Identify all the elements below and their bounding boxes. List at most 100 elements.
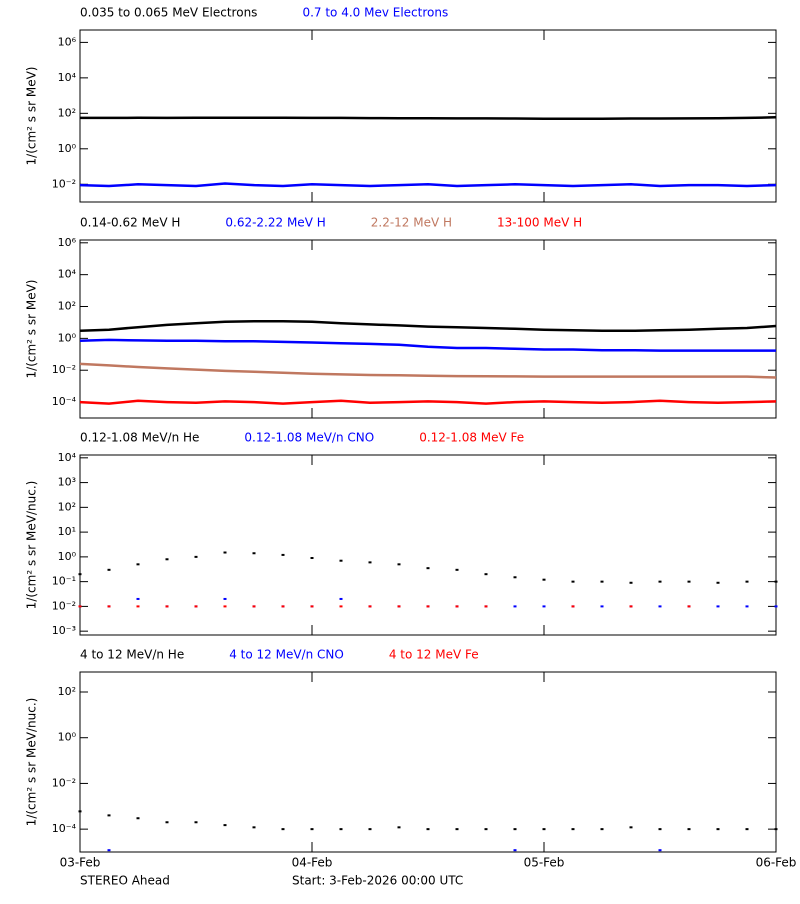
y-tick-label: 10⁰ xyxy=(58,331,77,344)
data-point xyxy=(310,605,314,608)
data-point xyxy=(600,605,604,608)
y-tick-label: 10² xyxy=(58,685,76,698)
data-point xyxy=(339,605,343,608)
data-point xyxy=(310,828,314,831)
y-tick-label: 10⁴ xyxy=(58,451,77,464)
footer-left: STEREO Ahead xyxy=(80,874,170,888)
data-point xyxy=(252,552,256,555)
y-axis-label: 1/(cm² s sr MeV) xyxy=(25,280,39,379)
data-point xyxy=(600,828,604,831)
y-tick-label: 10⁰ xyxy=(58,142,77,155)
y-tick-label: 10⁶ xyxy=(58,236,77,249)
data-point xyxy=(281,828,285,831)
y-tick-label: 10² xyxy=(58,106,76,119)
legend-entry: 4 to 12 MeV/n CNO xyxy=(229,648,344,662)
data-point xyxy=(252,826,256,829)
y-tick-label: 10² xyxy=(58,300,76,313)
data-point xyxy=(629,581,633,584)
data-point xyxy=(658,828,662,831)
data-point xyxy=(165,558,169,561)
data-point xyxy=(281,553,285,556)
data-point xyxy=(774,580,778,583)
data-point xyxy=(426,828,430,831)
data-point xyxy=(716,605,720,608)
legend-entry: 4 to 12 MeV/n He xyxy=(80,648,184,662)
data-point xyxy=(426,605,430,608)
data-point xyxy=(368,828,372,831)
data-point xyxy=(774,828,778,831)
data-point xyxy=(136,597,140,600)
footer-right: Start: 3-Feb-2026 00:00 UTC xyxy=(292,874,463,888)
data-point xyxy=(513,849,517,852)
data-point xyxy=(658,605,662,608)
y-axis-label: 1/(cm² s sr MeV) xyxy=(25,67,39,166)
data-point xyxy=(658,849,662,852)
data-point xyxy=(745,828,749,831)
legend-entry: 4 to 12 MeV Fe xyxy=(389,648,479,662)
data-point xyxy=(107,814,111,817)
legend-entry: 0.12-1.08 MeV Fe xyxy=(419,431,524,445)
data-point xyxy=(78,573,82,576)
x-tick-label: 06-Feb xyxy=(756,856,797,870)
data-point xyxy=(281,605,285,608)
x-tick-label: 04-Feb xyxy=(292,856,333,870)
data-point xyxy=(223,597,227,600)
data-point xyxy=(484,605,488,608)
data-point xyxy=(687,828,691,831)
y-tick-label: 10⁶ xyxy=(58,35,77,48)
data-point xyxy=(397,605,401,608)
data-point xyxy=(687,605,691,608)
data-point xyxy=(136,817,140,820)
plot-frame xyxy=(79,239,777,419)
data-point xyxy=(339,828,343,831)
data-point xyxy=(223,605,227,608)
data-point xyxy=(339,559,343,562)
data-point xyxy=(252,605,256,608)
series-line xyxy=(79,338,776,352)
data-point xyxy=(426,567,430,570)
legend-entry: 0.14-0.62 MeV H xyxy=(80,216,180,230)
legend-entry: 0.12-1.08 MeV/n He xyxy=(80,431,199,445)
data-point xyxy=(194,821,198,824)
y-tick-label: 10⁻⁴ xyxy=(52,395,77,408)
data-point xyxy=(339,597,343,600)
series-line xyxy=(79,362,777,379)
data-point xyxy=(658,580,662,583)
series-line xyxy=(79,399,777,405)
data-point xyxy=(194,555,198,558)
plot-frame xyxy=(79,454,777,636)
plot-frame xyxy=(79,29,777,203)
y-tick-label: 10⁻³ xyxy=(52,624,76,637)
legend-entry: 13-100 MeV H xyxy=(497,216,582,230)
data-point xyxy=(223,551,227,554)
data-point xyxy=(165,821,169,824)
data-point xyxy=(571,828,575,831)
data-point xyxy=(310,557,314,560)
y-tick-label: 10⁻⁴ xyxy=(52,822,77,835)
data-point xyxy=(774,605,778,608)
data-point xyxy=(484,828,488,831)
legend-entry: 0.62-2.22 MeV H xyxy=(225,216,325,230)
data-point xyxy=(745,580,749,583)
y-tick-label: 10³ xyxy=(58,476,76,489)
data-point xyxy=(136,563,140,566)
x-tick-label: 03-Feb xyxy=(60,856,101,870)
y-tick-label: 10⁴ xyxy=(58,71,77,84)
series-line xyxy=(80,116,777,120)
y-axis-label: 1/(cm² s sr MeV/nuc.) xyxy=(25,481,39,610)
legend-entry: 0.035 to 0.065 MeV Electrons xyxy=(80,6,257,20)
x-tick-label: 05-Feb xyxy=(524,856,565,870)
y-tick-label: 10⁴ xyxy=(58,268,77,281)
y-tick-label: 10⁻² xyxy=(52,177,76,190)
series-line xyxy=(79,319,777,333)
data-point xyxy=(513,576,517,579)
data-point xyxy=(687,580,691,583)
plot-frame xyxy=(79,671,777,853)
data-point xyxy=(107,605,111,608)
data-point xyxy=(542,605,546,608)
data-point xyxy=(136,605,140,608)
data-point xyxy=(716,581,720,584)
legend-entry: 0.7 to 4.0 Mev Electrons xyxy=(302,6,448,20)
